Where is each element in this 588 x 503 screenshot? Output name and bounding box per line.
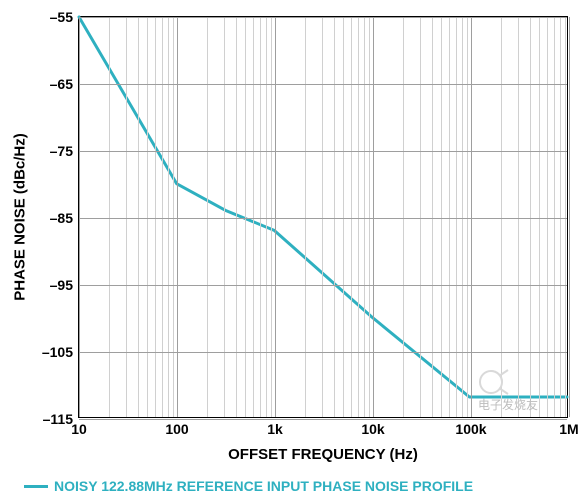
grid-v-minor [560,17,561,417]
grid-v-minor [162,17,163,417]
grid-h [79,352,567,353]
series-line [79,17,567,397]
grid-v-minor [109,17,110,417]
grid-v-minor [147,17,148,417]
grid-v-major [471,17,472,417]
x-axis-label: OFFSET FREQUENCY (Hz) [228,446,418,463]
watermark-text: 电子发烧友 [478,396,538,413]
grid-v-minor [322,17,323,417]
grid-v-minor [207,17,208,417]
grid-v-minor [260,17,261,417]
chart-series-svg [79,17,567,417]
plot-area: –55–65–75–85–95–105–115101001k10k100k1M [78,16,568,418]
grid-v-minor [138,17,139,417]
y-tick-label: –95 [50,277,79,293]
grid-v-minor [456,17,457,417]
grid-v-minor [539,17,540,417]
grid-v-minor [420,17,421,417]
grid-h [79,17,567,18]
grid-v-minor [305,17,306,417]
grid-v-minor [547,17,548,417]
grid-h [79,151,567,152]
grid-v-minor [168,17,169,417]
grid-v-minor [364,17,365,417]
grid-v-major [79,17,80,417]
grid-v-minor [518,17,519,417]
y-axis-label: PHASE NOISE (dBc/Hz) [12,133,29,301]
grid-h [79,84,567,85]
grid-v-minor [126,17,127,417]
grid-v-minor [441,17,442,417]
figure: –55–65–75–85–95–105–115101001k10k100k1M … [0,0,588,503]
grid-v-minor [565,17,566,417]
grid-v-minor [462,17,463,417]
grid-v-minor [358,17,359,417]
grid-v-minor [271,17,272,417]
grid-v-minor [253,17,254,417]
y-tick-label: –65 [50,76,79,92]
y-tick-label: –75 [50,143,79,159]
grid-v-minor [245,17,246,417]
grid-v-minor [530,17,531,417]
grid-v-minor [266,17,267,417]
x-tick-label: 10 [71,417,87,437]
legend-swatch [24,485,48,488]
grid-v-minor [467,17,468,417]
x-tick-label: 100k [455,417,486,437]
grid-v-minor [334,17,335,417]
grid-h [79,218,567,219]
grid-v-minor [173,17,174,417]
grid-v-minor [554,17,555,417]
grid-v-minor [236,17,237,417]
grid-v-major [373,17,374,417]
y-tick-label: –105 [42,344,79,360]
grid-v-minor [403,17,404,417]
grid-v-minor [351,17,352,417]
y-tick-label: –55 [50,9,79,25]
legend-label: NOISY 122.88MHz REFERENCE INPUT PHASE NO… [54,478,473,494]
x-tick-label: 1M [559,417,578,437]
x-tick-label: 1k [267,417,283,437]
grid-v-minor [449,17,450,417]
grid-v-major [177,17,178,417]
grid-v-minor [369,17,370,417]
grid-v-minor [343,17,344,417]
grid-v-minor [432,17,433,417]
grid-v-minor [224,17,225,417]
grid-v-minor [501,17,502,417]
grid-h [79,285,567,286]
y-tick-label: –85 [50,210,79,226]
x-tick-label: 10k [361,417,384,437]
legend: NOISY 122.88MHz REFERENCE INPUT PHASE NO… [24,478,473,494]
grid-v-minor [155,17,156,417]
x-tick-label: 100 [165,417,188,437]
watermark-icon [478,368,514,396]
grid-v-major [275,17,276,417]
grid-v-major [569,17,570,417]
grid-h [79,419,567,420]
watermark: 电子发烧友 [478,368,538,413]
